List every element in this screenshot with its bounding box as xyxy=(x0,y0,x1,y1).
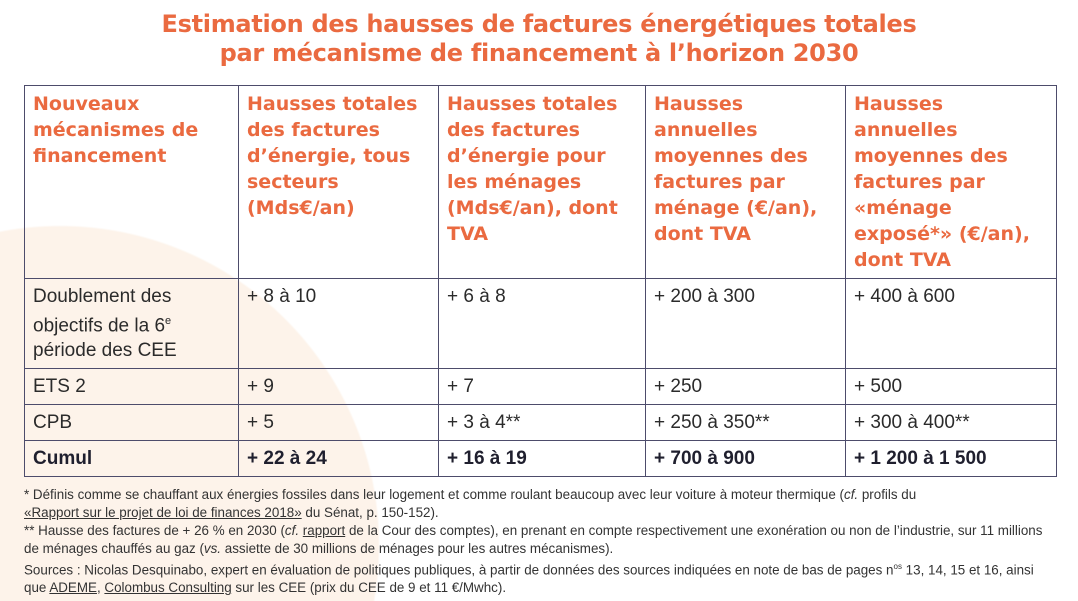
table-cell: + 700 à 900 xyxy=(645,440,846,478)
row-label: Cumul xyxy=(24,440,239,478)
table-cell: + 7 xyxy=(438,368,646,406)
page-title: Estimation des hausses de factures énerg… xyxy=(0,10,1078,68)
table-row: CPB + 5 + 3 à 4** + 250 à 350** + 300 à … xyxy=(24,404,1057,442)
table-cell: + 16 à 19 xyxy=(438,440,646,478)
table-cell: + 250 xyxy=(645,368,846,406)
row-label: CPB xyxy=(24,404,239,442)
table-row-total: Cumul + 22 à 24 + 16 à 19 + 700 à 900 + … xyxy=(24,440,1057,478)
footnote-2: ** Hausse des factures de + 26 % en 2030… xyxy=(24,523,1043,556)
table-cell: + 5 xyxy=(238,404,439,442)
table-cell: + 500 xyxy=(845,368,1057,406)
row-label: Doublement des objectifs de la 6e périod… xyxy=(24,277,239,370)
column-header: Nouveaux mécanismes de financement xyxy=(24,85,239,279)
table-row: ETS 2 + 9 + 7 + 250 + 500 xyxy=(24,368,1057,406)
colombus-consulting-link[interactable]: Colombus Consulting xyxy=(104,580,232,596)
table-cell: + 3 à 4** xyxy=(438,404,646,442)
table-cell: + 8 à 10 xyxy=(238,277,439,370)
table-cell: + 250 à 350** xyxy=(645,404,846,442)
table-cell: + 6 à 8 xyxy=(438,277,646,370)
title-line-1: Estimation des hausses de factures énerg… xyxy=(161,10,917,38)
table-cell: + 400 à 600 xyxy=(845,277,1057,370)
column-header: Hausses totales des factures d’énergie p… xyxy=(438,85,646,279)
column-header: Hausses annuelles moyennes des factures … xyxy=(645,85,846,279)
footnotes: * Définis comme se chauffant aux énergie… xyxy=(24,486,1054,597)
senat-report-link[interactable]: «Rapport sur le projet de loi de finance… xyxy=(24,505,302,520)
table-cell: + 1 200 à 1 500 xyxy=(845,440,1057,478)
table-header-row: Nouveaux mécanismes de financement Hauss… xyxy=(24,85,1057,279)
table-cell: + 22 à 24 xyxy=(238,440,439,478)
ademe-link[interactable]: ADEME xyxy=(49,580,97,596)
row-label: ETS 2 xyxy=(24,368,239,406)
column-header: Hausses annuelles moyennes des factures … xyxy=(845,85,1057,279)
table-cell: + 300 à 400** xyxy=(845,404,1057,442)
table-cell: + 9 xyxy=(238,368,439,406)
table-row: Doublement des objectifs de la 6e périod… xyxy=(24,277,1057,370)
footnote-1: * Définis comme se chauffant aux énergie… xyxy=(24,487,917,520)
title-line-2: par mécanisme de financement à l’horizon… xyxy=(219,39,859,67)
cour-des-comptes-report-link[interactable]: rapport xyxy=(302,523,346,538)
sources: Sources : Nicolas Desquinabo, expert en … xyxy=(24,562,1034,596)
estimates-table: Nouveaux mécanismes de financement Hauss… xyxy=(24,85,1057,478)
column-header: Hausses totales des factures d’énergie, … xyxy=(238,85,439,279)
table-cell: + 200 à 300 xyxy=(645,277,846,370)
